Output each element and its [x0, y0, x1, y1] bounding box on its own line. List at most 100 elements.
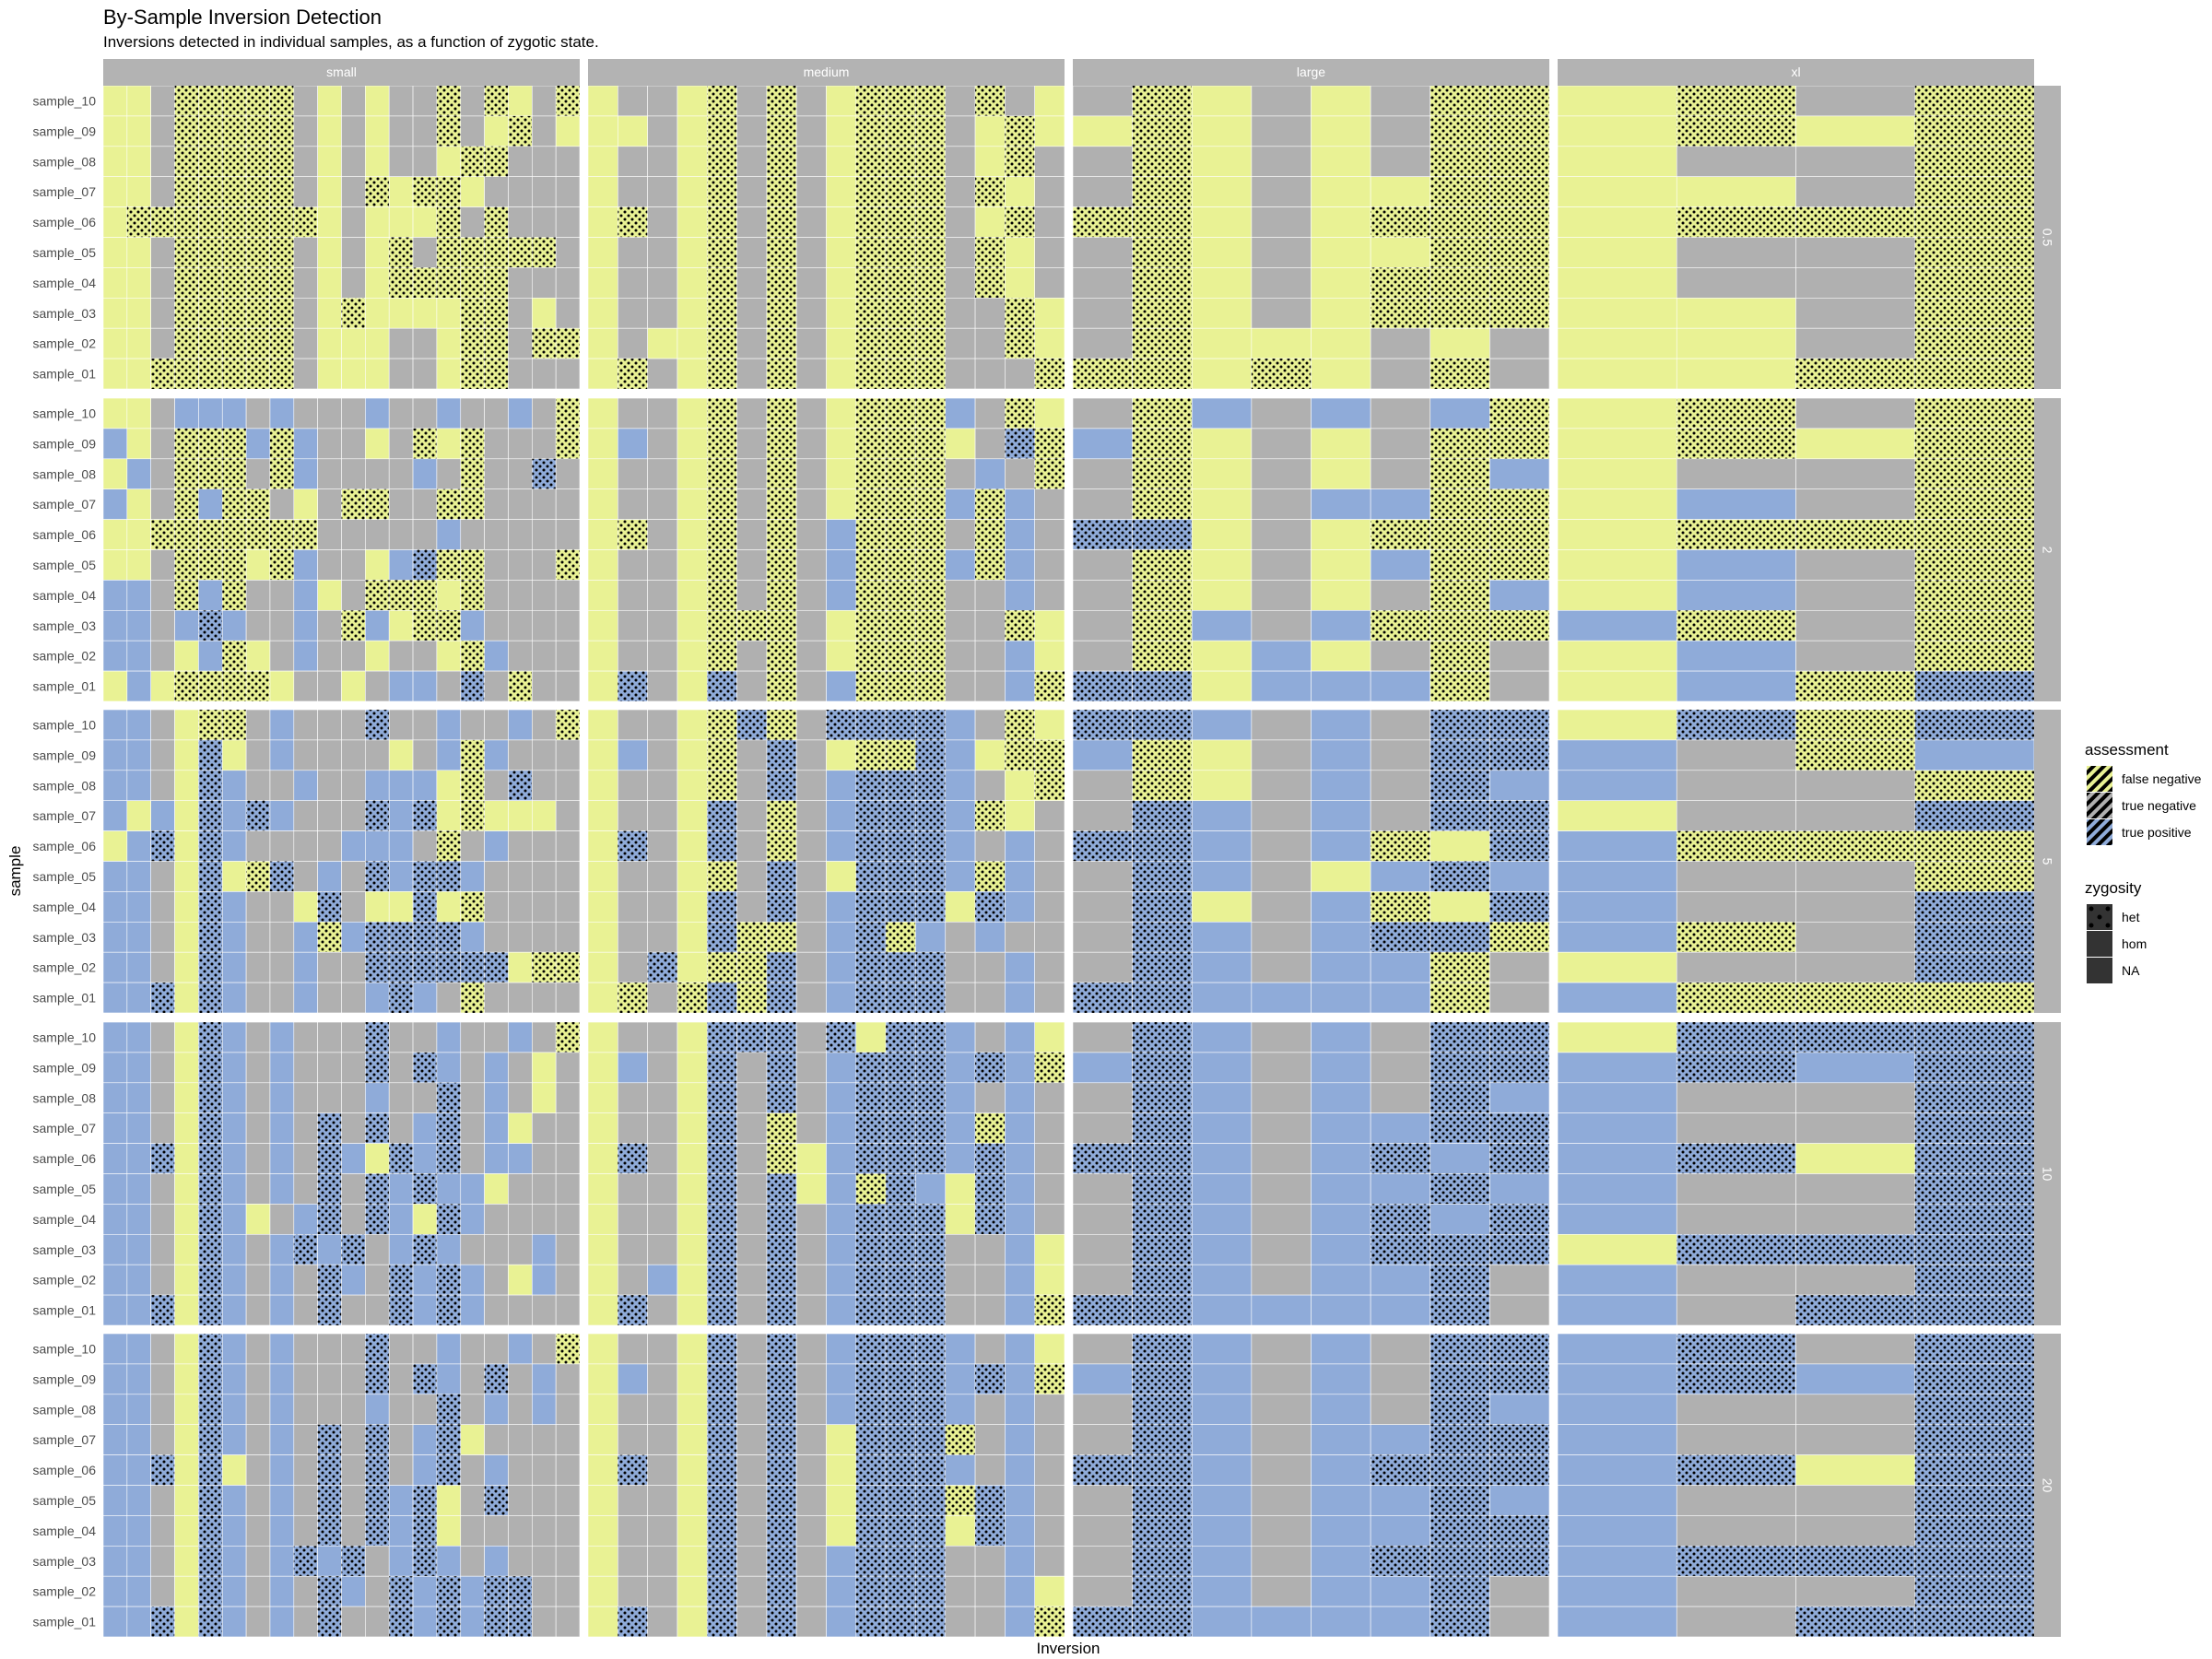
heatmap-cell: [531, 1485, 557, 1516]
heatmap-cell: [1430, 1294, 1490, 1326]
heatmap-cell: [945, 1082, 976, 1114]
heatmap-cell: [174, 1454, 199, 1486]
y-tick-label: sample_06: [33, 215, 97, 229]
heatmap-cell: [1251, 1143, 1312, 1174]
heatmap-cell: [795, 1173, 827, 1205]
heatmap-cell: [1676, 428, 1796, 460]
heatmap-cell: [245, 397, 271, 429]
heatmap-cell: [974, 1204, 1006, 1235]
heatmap-cell: [1914, 921, 2035, 953]
heatmap-cell: [587, 397, 618, 429]
heatmap-cell: [508, 891, 533, 923]
heatmap-cell: [945, 428, 976, 460]
heatmap-cell: [436, 1575, 462, 1607]
heatmap-cell: [460, 1333, 485, 1365]
heatmap-cell: [269, 458, 295, 489]
heatmap-cell: [317, 1294, 342, 1326]
heatmap-cell: [1489, 1333, 1550, 1365]
heatmap-cell: [855, 1454, 887, 1486]
heatmap-cell: [855, 1485, 887, 1516]
heatmap-cell: [388, 1424, 414, 1455]
heatmap-cell: [1370, 1546, 1431, 1577]
heatmap-cell: [855, 1424, 887, 1455]
heatmap-cell: [1557, 1363, 1677, 1395]
heatmap-cell: [885, 1363, 916, 1395]
heatmap-cell: [174, 1082, 199, 1114]
heatmap-cell: [1914, 709, 2035, 741]
heatmap-cell: [795, 1021, 827, 1053]
heatmap-cell: [1072, 1112, 1133, 1144]
heatmap-cell: [706, 1052, 737, 1084]
heatmap-cell: [766, 770, 797, 801]
heatmap-cell: [945, 982, 976, 1014]
heatmap-cell: [317, 327, 342, 359]
heatmap-cell: [587, 297, 618, 329]
heatmap-cell: [1557, 739, 1677, 771]
heatmap-cell: [221, 1112, 247, 1144]
heatmap-cell: [388, 982, 414, 1014]
heatmap-cell: [795, 115, 827, 147]
heatmap-cell: [460, 397, 485, 429]
heatmap-cell: [1676, 1606, 1796, 1638]
heatmap-cell: [388, 206, 414, 238]
heatmap-cell: [736, 85, 768, 117]
heatmap-cell: [587, 1424, 618, 1455]
heatmap-cell: [221, 861, 247, 892]
heatmap-cell: [436, 1143, 462, 1174]
heatmap-cell: [150, 1546, 175, 1577]
heatmap-cell: [1072, 770, 1133, 801]
heatmap-cell: [365, 1234, 390, 1265]
heatmap-cell: [1557, 519, 1677, 550]
heatmap-cell: [885, 237, 916, 268]
heatmap-cell: [412, 1052, 438, 1084]
heatmap-cell: [826, 580, 857, 611]
heatmap-cell: [1005, 397, 1035, 429]
heatmap-cell: [150, 609, 175, 641]
heatmap-cell: [795, 1485, 827, 1516]
heatmap-cell: [1072, 830, 1133, 862]
heatmap-cell: [317, 1424, 342, 1455]
heatmap-cell: [102, 1082, 128, 1114]
heatmap-cell: [974, 640, 1006, 672]
heatmap-cell: [412, 921, 438, 953]
heatmap-cell: [436, 1333, 462, 1365]
heatmap-cell: [855, 488, 887, 520]
heatmap-cell: [795, 770, 827, 801]
heatmap-cell: [1557, 85, 1677, 117]
heatmap-cell: [1034, 358, 1065, 390]
heatmap-cell: [174, 1333, 199, 1365]
heatmap-cell: [508, 206, 533, 238]
heatmap-cell: [484, 1112, 509, 1144]
heatmap-cell: [317, 297, 342, 329]
heatmap-cell: [1311, 861, 1371, 892]
heatmap-cell: [412, 739, 438, 771]
heatmap-cell: [365, 1204, 390, 1235]
heatmap-cell: [1676, 1575, 1796, 1607]
heatmap-cell: [587, 358, 618, 390]
heatmap-cell: [126, 206, 152, 238]
heatmap-cell: [150, 549, 175, 581]
heatmap-cell: [1489, 358, 1550, 390]
y-tick-label: sample_08: [33, 154, 97, 169]
heatmap-cell: [1311, 1204, 1371, 1235]
heatmap-cell: [1370, 519, 1431, 550]
heatmap-cell: [1311, 1294, 1371, 1326]
heatmap-cell: [1676, 488, 1796, 520]
heatmap-cell: [945, 1515, 976, 1547]
heatmap-cell: [150, 861, 175, 892]
heatmap-cell: [1430, 951, 1490, 983]
heatmap-cell: [974, 770, 1006, 801]
heatmap-cell: [221, 1363, 247, 1395]
heatmap-cell: [945, 176, 976, 207]
heatmap-cell: [436, 1424, 462, 1455]
heatmap-cell: [587, 1173, 618, 1205]
heatmap-cell: [974, 1546, 1006, 1577]
heatmap-cell: [341, 428, 366, 460]
heatmap-cell: [317, 176, 342, 207]
heatmap-cell: [126, 1606, 152, 1638]
heatmap-cell: [677, 800, 708, 831]
heatmap-cell: [766, 1515, 797, 1547]
heatmap-cell: [508, 1485, 533, 1516]
heatmap-cell: [508, 1546, 533, 1577]
heatmap-cell: [317, 428, 342, 460]
